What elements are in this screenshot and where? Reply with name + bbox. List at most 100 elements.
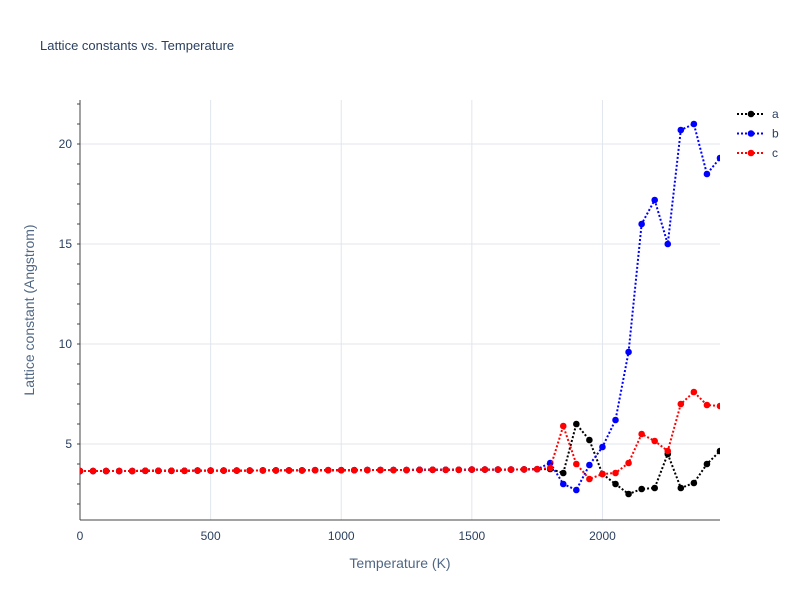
data-point-c — [481, 466, 489, 473]
data-point-c — [220, 467, 227, 474]
data-point-a — [703, 460, 711, 468]
data-point-c — [390, 466, 397, 474]
data-point-b — [638, 220, 645, 228]
data-point-c — [651, 437, 658, 445]
x-tick-label: 2000 — [589, 529, 616, 543]
data-point-c — [703, 401, 711, 409]
data-point-c — [546, 464, 554, 472]
x-tick-label: 1500 — [458, 529, 485, 543]
data-point-c — [337, 466, 345, 474]
data-point-b — [664, 240, 672, 248]
legend-label: a — [772, 107, 779, 121]
data-point-c — [207, 467, 214, 474]
data-point-b — [651, 196, 658, 204]
data-point-c — [520, 466, 528, 473]
legend-swatch-marker — [747, 130, 755, 137]
data-point-c — [350, 466, 358, 474]
legend-label: c — [772, 146, 778, 160]
data-point-a — [612, 480, 619, 488]
series-line-a — [80, 421, 720, 496]
y-tick-label: 5 — [65, 437, 72, 451]
data-point-b — [677, 126, 685, 134]
data-point-c — [559, 422, 567, 430]
data-point-c — [377, 466, 384, 474]
series-layer — [80, 120, 720, 498]
y-tick-label: 10 — [59, 337, 73, 351]
grid — [80, 100, 720, 520]
data-point-b — [559, 480, 567, 488]
data-point-b — [690, 120, 698, 128]
data-point-b — [625, 348, 632, 356]
legend-item-b[interactable]: b — [737, 127, 779, 141]
data-point-c — [311, 466, 319, 474]
data-point-c — [142, 467, 149, 475]
data-point-b — [612, 416, 619, 424]
data-point-c — [664, 447, 672, 455]
data-point-c — [246, 467, 254, 474]
series-c — [80, 388, 720, 483]
series-line-b — [80, 122, 720, 492]
data-point-c — [168, 467, 175, 475]
data-point-c — [194, 467, 201, 474]
y-tick-label: 15 — [59, 237, 73, 251]
data-point-c — [586, 475, 593, 483]
data-point-c — [155, 467, 162, 475]
data-point-c — [298, 467, 306, 474]
series-line-c — [80, 390, 720, 481]
data-point-c — [638, 430, 645, 438]
data-point-a — [716, 447, 720, 455]
data-point-c — [573, 460, 580, 468]
data-point-c — [494, 466, 502, 473]
data-point-c — [599, 470, 606, 478]
data-point-c — [115, 467, 123, 475]
data-point-c — [468, 466, 476, 473]
series-b — [80, 120, 720, 494]
data-point-c — [102, 467, 110, 475]
data-point-a — [638, 485, 645, 493]
data-point-c — [442, 466, 450, 474]
data-point-a — [625, 490, 632, 498]
data-point-c — [625, 459, 632, 467]
data-point-c — [716, 402, 720, 410]
x-tick-label: 500 — [201, 529, 221, 543]
data-point-b — [703, 170, 711, 178]
data-point-c — [272, 467, 280, 474]
data-point-c — [233, 467, 241, 474]
data-point-b — [716, 154, 720, 162]
data-point-c — [259, 467, 267, 474]
legend-item-a[interactable]: a — [737, 107, 779, 121]
data-point-c — [612, 469, 619, 477]
data-point-c — [128, 467, 136, 475]
data-point-b — [599, 443, 606, 451]
data-point-b — [586, 461, 593, 469]
data-point-c — [80, 467, 84, 475]
data-point-c — [285, 467, 293, 474]
legend-label: b — [772, 127, 779, 141]
data-point-a — [586, 436, 593, 444]
data-point-c — [324, 466, 332, 474]
data-point-c — [507, 466, 515, 473]
chart-title: Lattice constants vs. Temperature — [40, 38, 234, 53]
x-tick-label: 1000 — [328, 529, 355, 543]
data-point-c — [403, 466, 410, 474]
series-a — [80, 420, 720, 498]
data-point-a — [573, 420, 580, 428]
data-point-a — [677, 484, 685, 492]
axes: 0 500 1000 1500 2000 5 10 15 20 — [59, 100, 720, 543]
y-tick-label: 20 — [59, 137, 73, 151]
data-point-c — [181, 467, 188, 475]
data-point-c — [690, 388, 698, 396]
data-point-c — [533, 465, 541, 473]
data-point-b — [573, 486, 580, 494]
data-point-c — [89, 467, 97, 475]
data-point-a — [690, 479, 698, 487]
legend-item-c[interactable]: c — [737, 146, 778, 160]
data-point-c — [455, 466, 463, 474]
data-point-a — [651, 484, 658, 492]
data-point-c — [429, 466, 436, 474]
legend[interactable]: abc — [737, 107, 779, 160]
data-point-a — [559, 469, 567, 477]
x-tick-label: 0 — [77, 529, 84, 543]
legend-swatch-marker — [747, 149, 755, 157]
